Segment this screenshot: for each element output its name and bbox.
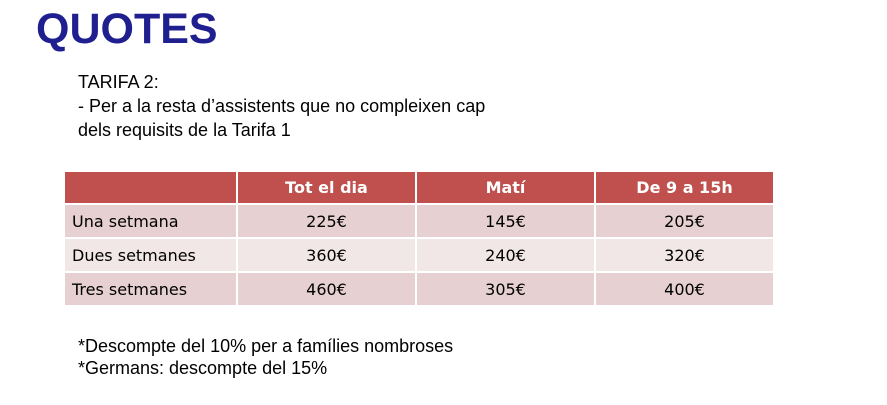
tariff-description: TARIFA 2: - Per a la resta d’assistents … xyxy=(78,70,485,142)
discount-notes: *Descompte del 10% per a famílies nombro… xyxy=(78,335,453,379)
price-cell: 400€ xyxy=(594,271,775,307)
tariff-heading: TARIFA 2: xyxy=(78,72,159,92)
price-cell: 225€ xyxy=(236,203,417,239)
header-cell-morning: Matí xyxy=(415,170,596,205)
price-cell: 360€ xyxy=(236,237,417,273)
price-table: Tot el dia Matí De 9 a 15h Una setmana 2… xyxy=(63,170,775,307)
header-cell-9-to-15: De 9 a 15h xyxy=(594,170,775,205)
table-row: Una setmana 225€ 145€ 205€ xyxy=(63,203,775,239)
page-title: QUOTES xyxy=(36,5,218,53)
discount-note: *Descompte del 10% per a famílies nombro… xyxy=(78,336,454,356)
price-cell: 460€ xyxy=(236,271,417,307)
header-cell-full-day: Tot el dia xyxy=(236,170,417,205)
price-cell: 320€ xyxy=(594,237,775,273)
price-cell: 205€ xyxy=(594,203,775,239)
header-cell-empty xyxy=(63,170,238,205)
row-label: Tres setmanes xyxy=(63,271,238,307)
row-label: Dues setmanes xyxy=(63,237,238,273)
price-cell: 240€ xyxy=(415,237,596,273)
tariff-description-line: dels requisits de la Tarifa 1 xyxy=(78,120,291,140)
discount-note: *Germans: descompte del 15% xyxy=(78,358,328,378)
table-row: Tres setmanes 460€ 305€ 400€ xyxy=(63,271,775,307)
table-row: Dues setmanes 360€ 240€ 320€ xyxy=(63,237,775,273)
tariff-description-line: - Per a la resta d’assistents que no com… xyxy=(78,96,486,116)
table-header-row: Tot el dia Matí De 9 a 15h xyxy=(63,170,775,205)
row-label: Una setmana xyxy=(63,203,238,239)
price-cell: 305€ xyxy=(415,271,596,307)
price-cell: 145€ xyxy=(415,203,596,239)
